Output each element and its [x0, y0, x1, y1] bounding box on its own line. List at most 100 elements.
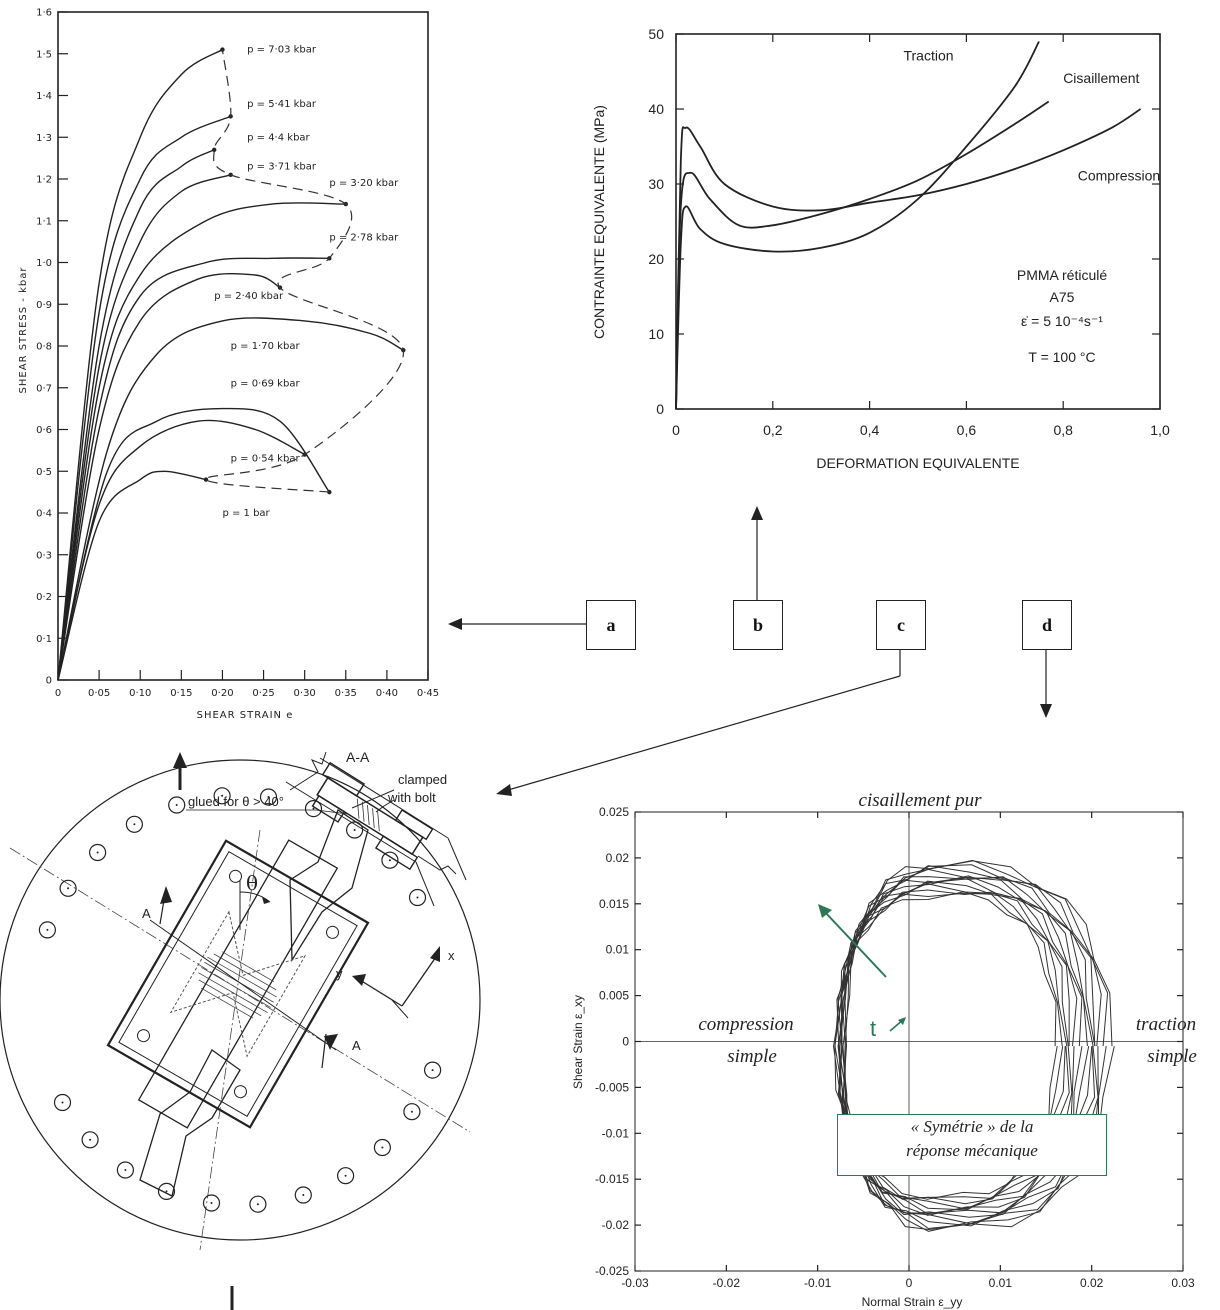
chart-b-ytick-label: 50 [648, 26, 664, 42]
section-label-a1: A [142, 906, 151, 921]
chart-a-ytick-label: 0·8 [36, 342, 52, 353]
chart-b-xtick-label: 0 [672, 422, 680, 438]
chart-a-ytick-label: 0·5 [36, 467, 52, 478]
bolt-hole [116, 1161, 135, 1179]
bolt-hole-center [388, 859, 391, 862]
chart-b-xtick-label: 0,4 [860, 422, 880, 438]
chart-a-series-label: p = 5·41 kbar [247, 99, 317, 110]
chart-a-xtick-label: 0·05 [88, 688, 110, 699]
glued-label: glued for θ > 40° [188, 794, 284, 809]
bolt-hole-center [344, 1174, 347, 1177]
bolt-hole-center [256, 1203, 259, 1206]
symmetry-note-line-1: « Symétrie » de la [910, 1117, 1034, 1136]
chart-b-xtick-label: 0,8 [1053, 422, 1073, 438]
chart-a-series-label: p = 3·71 kbar [247, 161, 317, 172]
chart-a-ytick-label: 0·6 [36, 425, 52, 436]
label-box-a: a [586, 600, 636, 650]
bolt-hole [304, 799, 323, 818]
bolt-hole [294, 1186, 312, 1204]
chart-a-fracture-envelope [205, 49, 404, 493]
chart-d-ytick-label: -0.005 [595, 1080, 629, 1094]
chart-a-curve [57, 257, 330, 681]
chart-b-ytick-label: 40 [648, 101, 664, 117]
chart-b-series-label: Cisaillement [1063, 70, 1139, 86]
bolt-hole [202, 1194, 221, 1212]
bolt-hole-center [431, 1069, 434, 1072]
chart-d-loop [842, 860, 1115, 1231]
chart-a-fracture-point [220, 47, 225, 52]
chart-d-ytick-label: 0.015 [599, 897, 629, 911]
chart-b-curve [675, 108, 1142, 410]
chart-a-xlabel: SHEAR STRAIN e [197, 710, 294, 721]
chart-a-series-label: p = 3·20 kbar [329, 178, 399, 189]
chart-b-xtick-label: 1,0 [1150, 422, 1170, 438]
chart-a-ytick-label: 0·3 [36, 550, 52, 561]
chart-b-series-label: Compression [1078, 167, 1160, 183]
chart-a-ylabel: SHEAR STRESS - kbar [18, 267, 29, 394]
chart-a-fracture-point [212, 147, 217, 152]
chart-a-xtick-label: 0·35 [335, 688, 357, 699]
chart-a-fracture-point [327, 489, 332, 495]
chart-d-ytick-label: 0.02 [606, 851, 630, 865]
bolt-hole-center [124, 1169, 127, 1171]
bolt-hole-center [381, 1146, 384, 1149]
bolt-hole [53, 1093, 72, 1112]
chart-a-ytick-label: 1·4 [36, 91, 52, 102]
chart-a-xtick-label: 0·10 [129, 688, 151, 699]
bolt-hole [81, 1131, 99, 1149]
bolt-hole-center [61, 1101, 64, 1104]
time-arrow: t [818, 904, 906, 1041]
chart-a-series-label: p = 2·78 kbar [329, 232, 399, 243]
chart-a-xtick-label: 0·20 [211, 688, 233, 699]
chart-b-ylabel: CONTRAINTE EQUIVALENTE (MPa) [591, 105, 607, 339]
label-box-c: c [876, 600, 926, 650]
chart-a-curve [57, 48, 223, 681]
chart-a-curve [57, 407, 330, 681]
label-c: c [897, 614, 905, 635]
section-aa-label: A-A [346, 749, 370, 765]
chart-a-curve [57, 470, 207, 681]
chart-d-ytick-label: -0.015 [595, 1172, 629, 1186]
chart-b-ytick-label: 10 [648, 326, 664, 342]
chart-a-ytick-label: 0·9 [36, 300, 52, 311]
label-box-b: b [733, 600, 783, 650]
chart-d-ytick-label: -0.02 [602, 1218, 630, 1232]
chart-d-xlabel: Normal Strain ε_yy [862, 1295, 963, 1309]
chart-a-curve [57, 202, 346, 681]
chart-b-xtick-label: 0,2 [763, 422, 783, 438]
bolt-circle [38, 787, 442, 1213]
chart-a-ytick-label: 0·7 [36, 383, 52, 394]
chart-a-series-label: p = 0·54 kbar [231, 454, 301, 465]
chart-a-series-label: p = 0·69 kbar [231, 379, 301, 390]
chart-a-series-label: p = 1 bar [222, 508, 270, 519]
time-arrow-label: t [870, 1016, 876, 1041]
bolt-hole [259, 788, 278, 806]
chart-a-ytick-label: 1·0 [36, 258, 52, 269]
arrow-head-d [1040, 704, 1052, 718]
chart-d-loop [832, 892, 1064, 1199]
bolt-hole-center [175, 804, 178, 806]
bolt-hole-center [210, 1202, 213, 1204]
bolt-hole [213, 787, 231, 805]
chart-d-xtick-label: 0 [906, 1276, 913, 1290]
chart-d-ytick-label: 0.025 [599, 805, 629, 819]
chart-d-xtick-label: 0.01 [989, 1276, 1013, 1290]
chart-b-ytick-label: 20 [648, 251, 664, 267]
chart-d-loop [842, 859, 1109, 1232]
chart-d-loop [838, 876, 1094, 1218]
bolt-hole-center [89, 1138, 92, 1141]
chart-a-series-label: p = 7·03 kbar [247, 45, 317, 56]
chart-a-curve [57, 174, 231, 681]
chart-a-xtick-label: 0·25 [252, 688, 274, 699]
chart-b-xlabel: DEFORMATION EQUIVALENTE [816, 455, 1019, 471]
chart-a-ytick-label: 0·2 [36, 592, 52, 603]
quadrant-label-right-2: simple [1147, 1046, 1197, 1067]
chart-a-fracture-point [203, 477, 209, 482]
bolt-hole-center [302, 1194, 305, 1196]
chart-d-xtick-label: 0.02 [1080, 1276, 1104, 1290]
chart-d-ytick-label: -0.01 [602, 1126, 630, 1140]
chart-a-ytick-label: 0 [46, 676, 52, 687]
chart-a-series-label: p = 2·40 kbar [214, 291, 284, 302]
